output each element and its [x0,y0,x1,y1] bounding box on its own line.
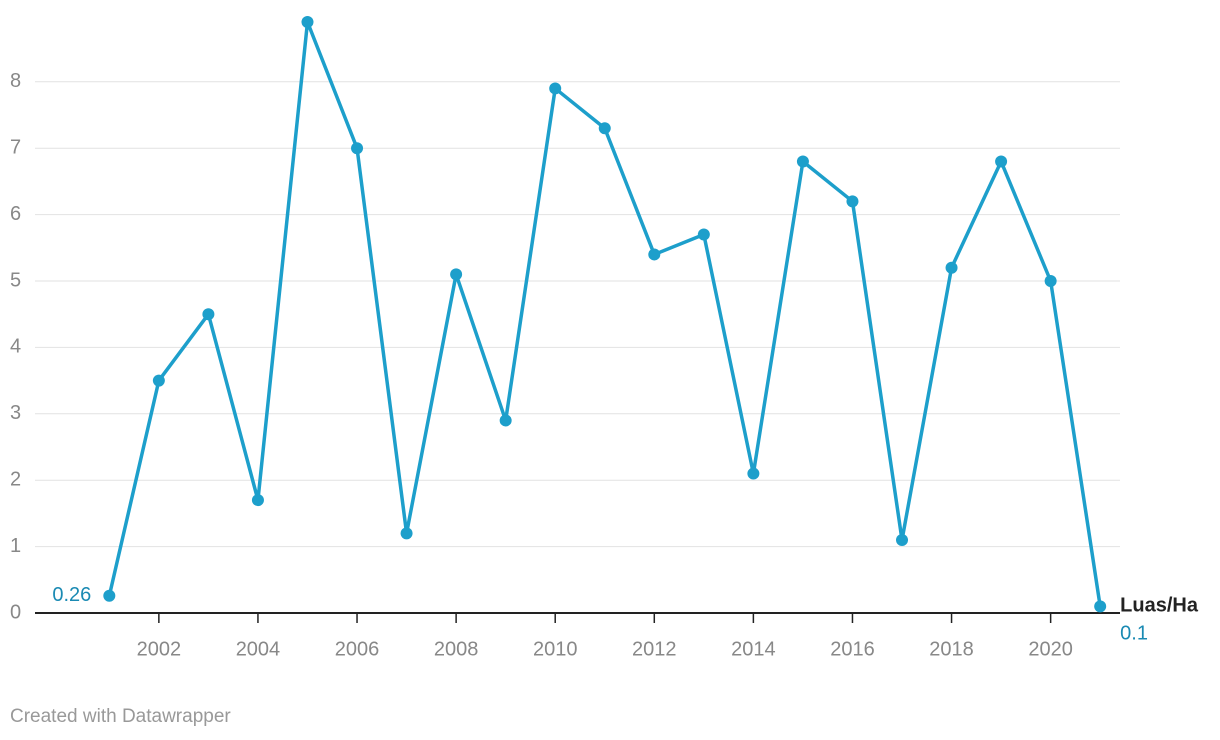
y-tick-label: 0 [10,601,21,623]
point [549,82,562,95]
y-tick-label: 8 [10,70,21,92]
y-tick-label: 2 [10,468,21,490]
y-tick-label: 7 [10,136,21,158]
x-tick-label: 2010 [533,638,578,660]
point [202,308,215,321]
y-tick-label: 5 [10,269,21,291]
point [351,142,364,155]
point [747,467,760,480]
point [896,533,909,546]
point [499,414,512,427]
point [152,374,165,387]
x-tick-label: 2006 [335,638,380,660]
point [301,16,314,29]
point [846,195,859,208]
point [400,527,413,540]
point [697,228,710,241]
line [107,20,1102,607]
value-label: 0.26 [52,584,91,606]
y-tick-label: 3 [10,402,21,424]
point [598,122,611,135]
x-tick-label: 2008 [434,638,479,660]
point [103,589,116,602]
x-tick-label: 2018 [929,638,974,660]
point [450,268,463,281]
y-tick-label: 1 [10,535,21,557]
x-tick-label: 2016 [830,638,875,660]
point [251,494,264,507]
point [648,248,661,261]
point [945,261,958,274]
value-label: 0.1 [1120,623,1148,645]
series-label: Luas/Ha [1120,595,1199,617]
point [995,155,1008,168]
x-tick-label: 2004 [236,638,281,660]
point [1094,600,1107,613]
point [796,155,809,168]
y-tick-label: 4 [10,336,21,358]
x-tick-label: 2002 [137,638,182,660]
x-tick-label: 2012 [632,638,677,660]
credit: Created with Datawrapper [10,706,231,727]
y-tick-label: 6 [10,203,21,225]
x-tick-label: 2020 [1028,638,1073,660]
x-tick-label: 2014 [731,638,776,660]
point [1044,275,1057,287]
